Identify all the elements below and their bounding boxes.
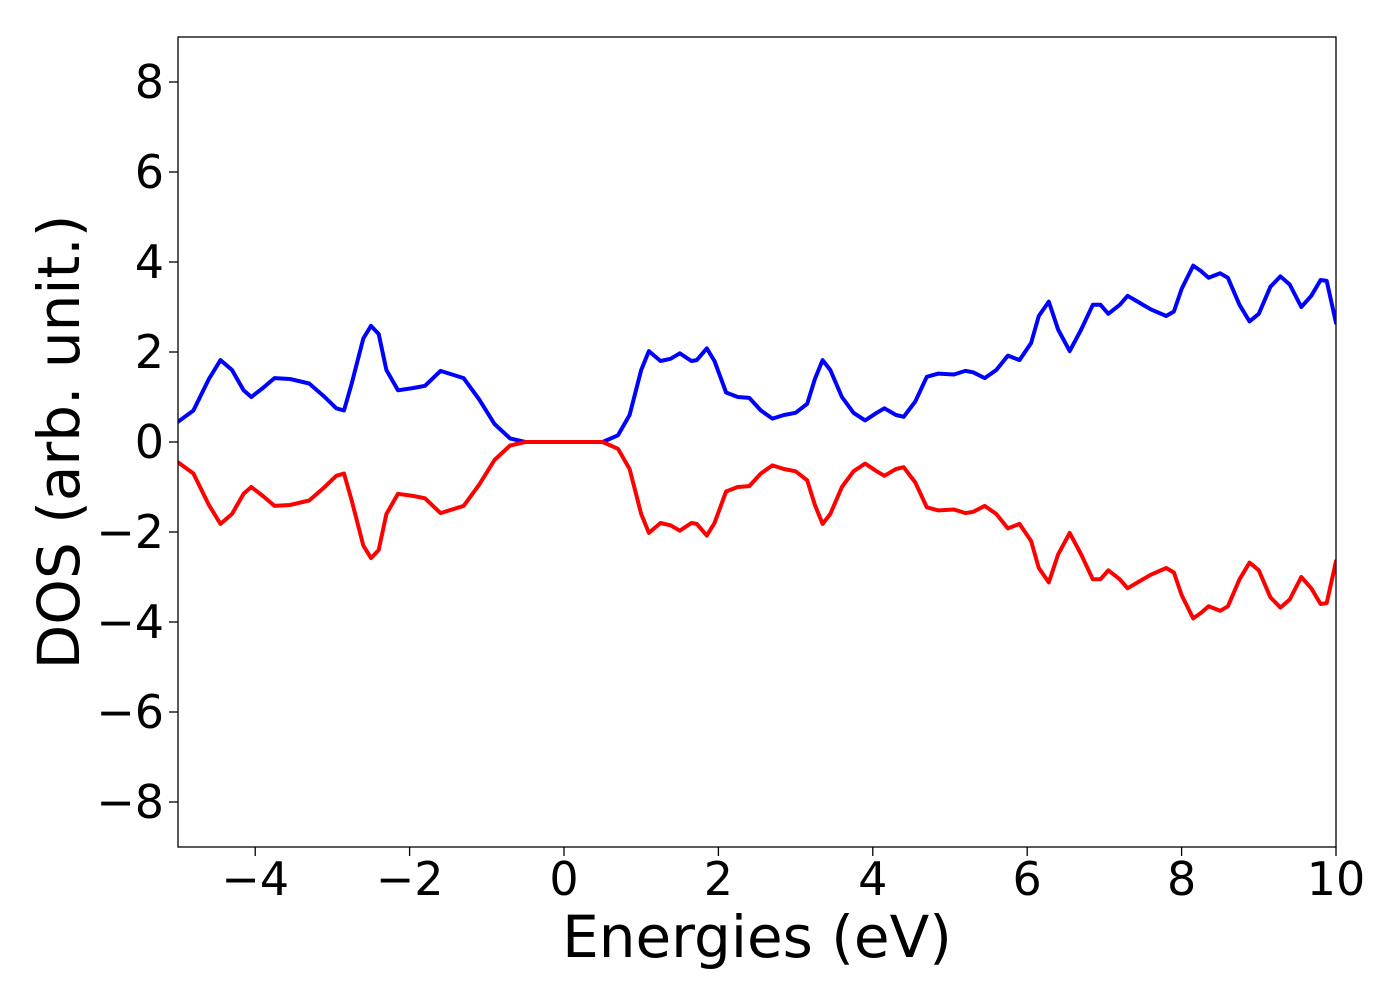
y-tick-label: −6: [96, 685, 164, 739]
y-tick-label: 4: [135, 235, 164, 289]
plot-area: [177, 36, 1337, 848]
y-axis-label: DOS (arb. unit.): [25, 215, 93, 670]
y-tick-label: −4: [96, 595, 164, 649]
x-axis-label: Energies (eV): [562, 903, 952, 971]
y-tick-label: 2: [135, 325, 164, 379]
y-axis-ticks: −8 −6 −4 −2 0 2 4 6 8: [96, 55, 178, 829]
x-tick-label: 0: [549, 852, 578, 906]
x-tick-label: 10: [1307, 852, 1366, 906]
x-tick-label: 4: [858, 852, 887, 906]
y-tick-label: 8: [135, 55, 164, 109]
x-tick-label: −2: [376, 852, 444, 906]
x-tick-label: 6: [1013, 852, 1042, 906]
x-tick-label: −4: [221, 852, 289, 906]
series-line-1: [178, 263, 1336, 444]
y-tick-label: 6: [135, 145, 164, 199]
y-tick-label: 0: [135, 415, 164, 469]
x-axis-ticks: −4 −2 0 2 4 6 8 10: [221, 847, 1365, 906]
x-tick-label: 2: [704, 852, 733, 906]
y-tick-label: −8: [96, 775, 164, 829]
x-tick-label: 8: [1167, 852, 1196, 906]
y-tick-label: −2: [96, 505, 164, 559]
plot-frame: [177, 36, 1337, 848]
series-line-2: [178, 440, 1336, 621]
